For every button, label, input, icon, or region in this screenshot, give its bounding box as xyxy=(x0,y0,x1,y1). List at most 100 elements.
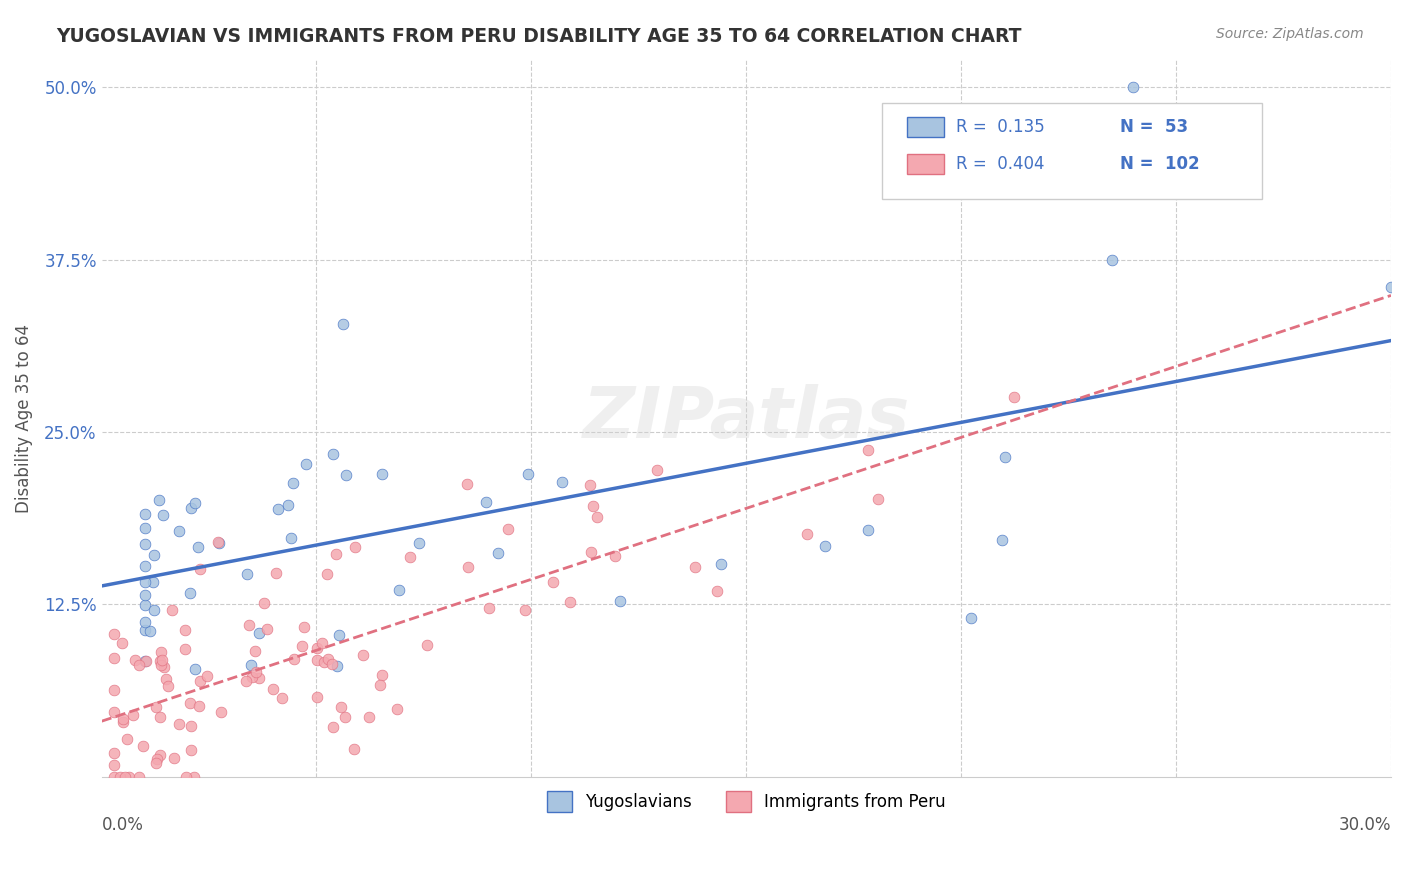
Point xyxy=(456,476,478,491)
Point xyxy=(322,447,344,461)
Point xyxy=(253,596,276,610)
Point xyxy=(398,549,420,564)
Text: 0.0%: 0.0% xyxy=(101,816,143,834)
Point xyxy=(184,662,207,676)
Point xyxy=(135,654,157,668)
Text: YUGOSLAVIAN VS IMMIGRANTS FROM PERU DISABILITY AGE 35 TO 64 CORRELATION CHART: YUGOSLAVIAN VS IMMIGRANTS FROM PERU DISA… xyxy=(56,27,1022,45)
Point xyxy=(515,603,537,617)
Point xyxy=(149,748,172,763)
Point xyxy=(173,623,195,637)
Point xyxy=(264,566,287,580)
Point xyxy=(110,770,132,784)
Point xyxy=(143,548,166,562)
Text: R =  0.404: R = 0.404 xyxy=(956,155,1045,173)
Point xyxy=(103,770,125,784)
Point xyxy=(314,655,336,669)
Text: 30.0%: 30.0% xyxy=(1339,816,1391,834)
Point xyxy=(142,574,165,589)
Point xyxy=(150,644,173,658)
Text: R =  0.135: R = 0.135 xyxy=(956,118,1045,136)
Point xyxy=(152,508,174,522)
Point xyxy=(866,491,889,506)
Point xyxy=(1002,390,1025,404)
Point xyxy=(579,545,602,559)
Point xyxy=(245,644,267,658)
Point xyxy=(283,476,305,491)
Point xyxy=(187,540,209,554)
Point xyxy=(586,509,609,524)
Point xyxy=(103,758,125,772)
Point xyxy=(291,639,314,653)
Point xyxy=(343,540,366,554)
Point xyxy=(132,739,155,753)
FancyBboxPatch shape xyxy=(907,117,943,137)
Point xyxy=(609,594,631,608)
Point xyxy=(325,548,347,562)
Point xyxy=(333,710,356,724)
Point xyxy=(103,705,125,719)
Point xyxy=(179,586,201,600)
Point xyxy=(307,653,329,667)
Point xyxy=(167,716,190,731)
Point xyxy=(153,659,176,673)
Point xyxy=(370,668,392,682)
Point xyxy=(1379,280,1402,294)
Point xyxy=(256,623,278,637)
Text: N =  53: N = 53 xyxy=(1121,118,1188,136)
Point xyxy=(240,670,263,684)
Point xyxy=(183,770,205,784)
Point xyxy=(551,475,574,489)
Point xyxy=(134,559,156,574)
Point xyxy=(991,533,1014,547)
Point xyxy=(516,467,538,481)
Point xyxy=(292,620,315,634)
Point xyxy=(134,615,156,630)
Point xyxy=(124,653,146,667)
Point xyxy=(180,500,202,515)
Point xyxy=(858,523,880,537)
Point xyxy=(560,594,582,608)
Point xyxy=(150,657,173,672)
Point xyxy=(114,770,136,784)
Point xyxy=(179,696,201,710)
Point xyxy=(307,690,329,704)
Point xyxy=(148,492,170,507)
Point xyxy=(277,498,299,512)
Point xyxy=(283,652,305,666)
Point xyxy=(163,750,186,764)
Point xyxy=(184,495,207,509)
FancyBboxPatch shape xyxy=(882,103,1263,200)
Point xyxy=(128,770,150,784)
Point xyxy=(240,657,263,672)
Point xyxy=(134,598,156,612)
Point xyxy=(188,562,211,576)
Point xyxy=(208,536,231,550)
Point xyxy=(134,521,156,535)
Point xyxy=(238,618,260,632)
Point xyxy=(134,508,156,522)
Point xyxy=(359,710,381,724)
Point xyxy=(134,575,156,590)
Point xyxy=(496,523,519,537)
Point xyxy=(683,560,706,574)
Point xyxy=(180,719,202,733)
Point xyxy=(475,494,498,508)
Point xyxy=(155,672,177,686)
Point xyxy=(385,702,408,716)
Text: ZIPatlas: ZIPatlas xyxy=(582,384,910,452)
Point xyxy=(318,652,340,666)
Point xyxy=(994,450,1017,464)
Point xyxy=(457,559,479,574)
Point xyxy=(478,601,501,615)
Point xyxy=(294,457,316,471)
Point xyxy=(156,679,179,693)
Point xyxy=(335,467,357,482)
Point xyxy=(142,603,165,617)
Point xyxy=(111,714,134,729)
Point xyxy=(368,678,391,692)
Point xyxy=(582,499,605,513)
Point xyxy=(134,623,156,637)
Point xyxy=(160,603,183,617)
Point xyxy=(541,574,564,589)
FancyBboxPatch shape xyxy=(907,154,943,174)
